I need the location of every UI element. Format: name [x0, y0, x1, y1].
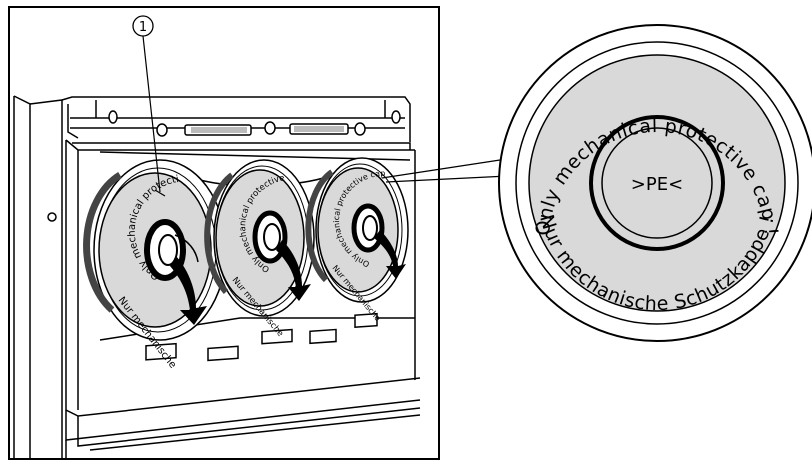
terminal-panel — [65, 139, 421, 459]
callout-number: 1 — [139, 20, 147, 35]
magnifier-leaders — [381, 159, 509, 183]
rotation-arrow-icon — [276, 240, 311, 301]
pe-marking: >PE< — [631, 174, 683, 195]
magnified-cap-detail: Only mechanical protective cap ! Nur mec… — [498, 24, 812, 342]
rotation-arrow-icon — [170, 256, 207, 325]
flange-holes — [108, 110, 401, 137]
callout-number-icon: 1 — [132, 15, 154, 37]
rotation-arrow-icon — [374, 230, 406, 279]
illustration-frame — [8, 6, 440, 460]
main-illustration: Only mechanical protective cap ! Nur mec… — [9, 7, 421, 459]
